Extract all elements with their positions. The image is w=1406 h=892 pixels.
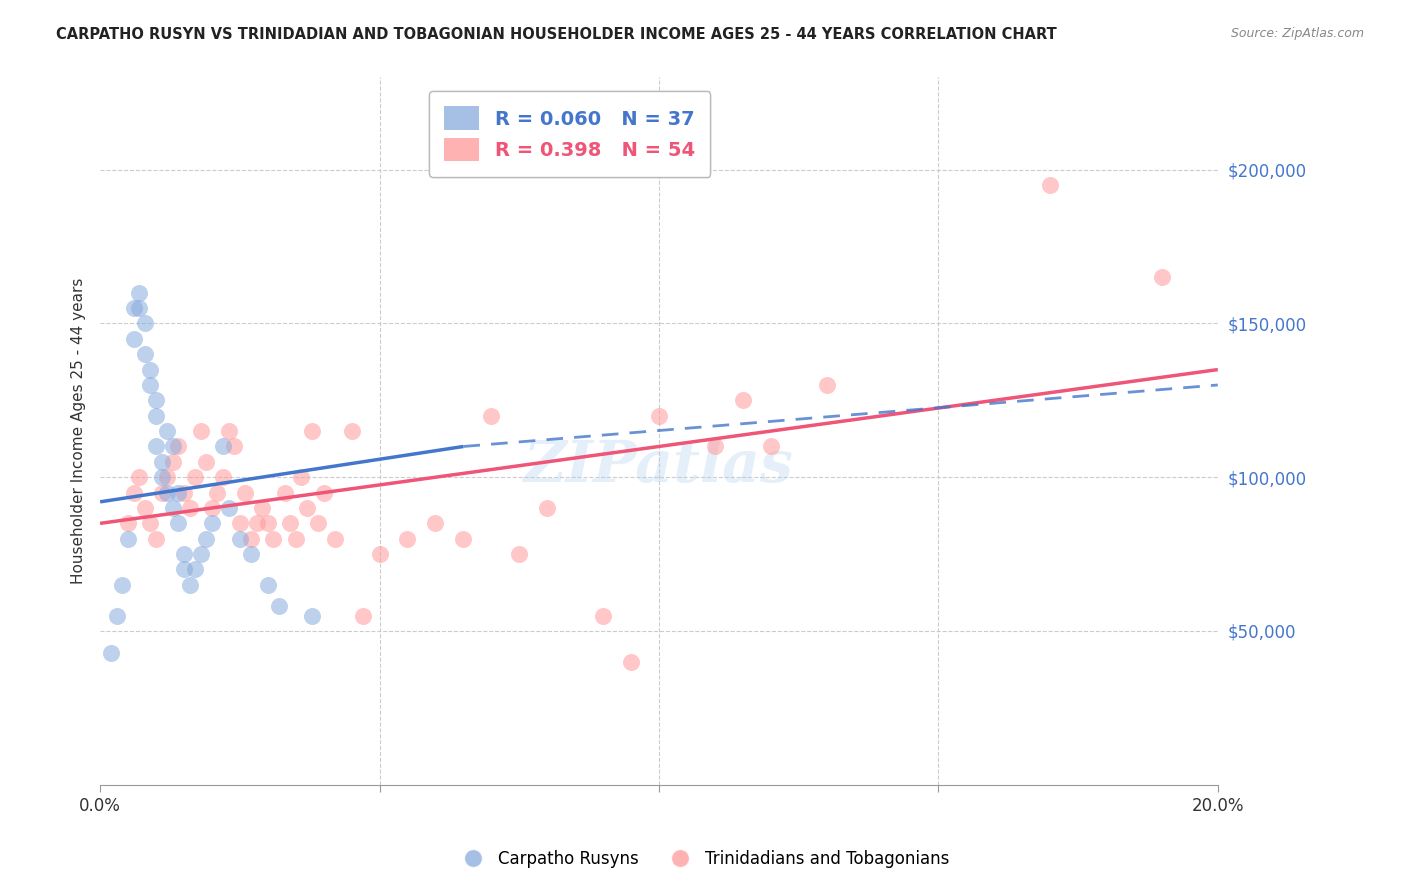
Point bbox=[240, 547, 263, 561]
Point bbox=[201, 500, 224, 515]
Point bbox=[425, 516, 447, 531]
Point bbox=[162, 500, 184, 515]
Point bbox=[190, 424, 212, 438]
Point bbox=[212, 440, 235, 454]
Point bbox=[184, 562, 207, 576]
Point bbox=[1039, 178, 1062, 192]
Point bbox=[162, 440, 184, 454]
Point bbox=[195, 455, 218, 469]
Point bbox=[453, 532, 475, 546]
Point bbox=[117, 516, 139, 531]
Point bbox=[105, 608, 128, 623]
Point bbox=[815, 378, 838, 392]
Point bbox=[167, 440, 190, 454]
Point bbox=[323, 532, 346, 546]
Point bbox=[212, 470, 235, 484]
Point bbox=[162, 455, 184, 469]
Point bbox=[240, 532, 263, 546]
Point bbox=[508, 547, 530, 561]
Point bbox=[290, 470, 312, 484]
Point bbox=[301, 424, 323, 438]
Point bbox=[703, 440, 725, 454]
Point bbox=[128, 285, 150, 300]
Point bbox=[195, 532, 218, 546]
Point bbox=[145, 409, 167, 423]
Point bbox=[173, 562, 195, 576]
Point bbox=[731, 393, 754, 408]
Point bbox=[759, 440, 782, 454]
Point bbox=[156, 485, 179, 500]
Point bbox=[295, 500, 318, 515]
Point bbox=[278, 516, 301, 531]
Point bbox=[156, 424, 179, 438]
Point bbox=[117, 532, 139, 546]
Point bbox=[145, 393, 167, 408]
Legend: R = 0.060   N = 37, R = 0.398   N = 54: R = 0.060 N = 37, R = 0.398 N = 54 bbox=[429, 91, 710, 177]
Y-axis label: Householder Income Ages 25 - 44 years: Householder Income Ages 25 - 44 years bbox=[72, 278, 86, 584]
Point bbox=[235, 485, 257, 500]
Point bbox=[1150, 270, 1173, 285]
Point bbox=[250, 500, 273, 515]
Point bbox=[173, 485, 195, 500]
Text: CARPATHO RUSYN VS TRINIDADIAN AND TOBAGONIAN HOUSEHOLDER INCOME AGES 25 - 44 YEA: CARPATHO RUSYN VS TRINIDADIAN AND TOBAGO… bbox=[56, 27, 1057, 42]
Legend: Carpatho Rusyns, Trinidadians and Tobagonians: Carpatho Rusyns, Trinidadians and Tobago… bbox=[450, 844, 956, 875]
Point bbox=[145, 440, 167, 454]
Point bbox=[145, 532, 167, 546]
Point bbox=[592, 608, 614, 623]
Point bbox=[246, 516, 269, 531]
Point bbox=[179, 500, 201, 515]
Text: Source: ZipAtlas.com: Source: ZipAtlas.com bbox=[1230, 27, 1364, 40]
Point bbox=[648, 409, 671, 423]
Point bbox=[224, 440, 246, 454]
Point bbox=[100, 646, 122, 660]
Point bbox=[536, 500, 558, 515]
Point bbox=[190, 547, 212, 561]
Point bbox=[340, 424, 363, 438]
Point bbox=[479, 409, 502, 423]
Point bbox=[218, 424, 240, 438]
Point bbox=[134, 347, 156, 361]
Point bbox=[267, 599, 290, 614]
Point bbox=[150, 485, 173, 500]
Point bbox=[262, 532, 284, 546]
Point bbox=[256, 578, 278, 592]
Point bbox=[179, 578, 201, 592]
Point bbox=[201, 516, 224, 531]
Point bbox=[134, 500, 156, 515]
Point bbox=[150, 455, 173, 469]
Point bbox=[368, 547, 391, 561]
Point bbox=[167, 485, 190, 500]
Point bbox=[256, 516, 278, 531]
Point bbox=[167, 516, 190, 531]
Point bbox=[128, 470, 150, 484]
Point bbox=[301, 608, 323, 623]
Point bbox=[229, 532, 252, 546]
Point bbox=[173, 547, 195, 561]
Point bbox=[207, 485, 229, 500]
Point bbox=[150, 470, 173, 484]
Point bbox=[307, 516, 329, 531]
Point bbox=[122, 485, 145, 500]
Point bbox=[284, 532, 307, 546]
Point bbox=[156, 470, 179, 484]
Point bbox=[273, 485, 295, 500]
Point bbox=[122, 332, 145, 346]
Point bbox=[229, 516, 252, 531]
Point bbox=[139, 378, 162, 392]
Point bbox=[184, 470, 207, 484]
Point bbox=[218, 500, 240, 515]
Point bbox=[134, 317, 156, 331]
Point bbox=[139, 516, 162, 531]
Point bbox=[312, 485, 335, 500]
Point bbox=[111, 578, 134, 592]
Point bbox=[128, 301, 150, 315]
Point bbox=[122, 301, 145, 315]
Point bbox=[396, 532, 419, 546]
Point bbox=[620, 655, 643, 669]
Text: ZIPatlas: ZIPatlas bbox=[524, 438, 794, 495]
Point bbox=[352, 608, 374, 623]
Point bbox=[139, 362, 162, 376]
